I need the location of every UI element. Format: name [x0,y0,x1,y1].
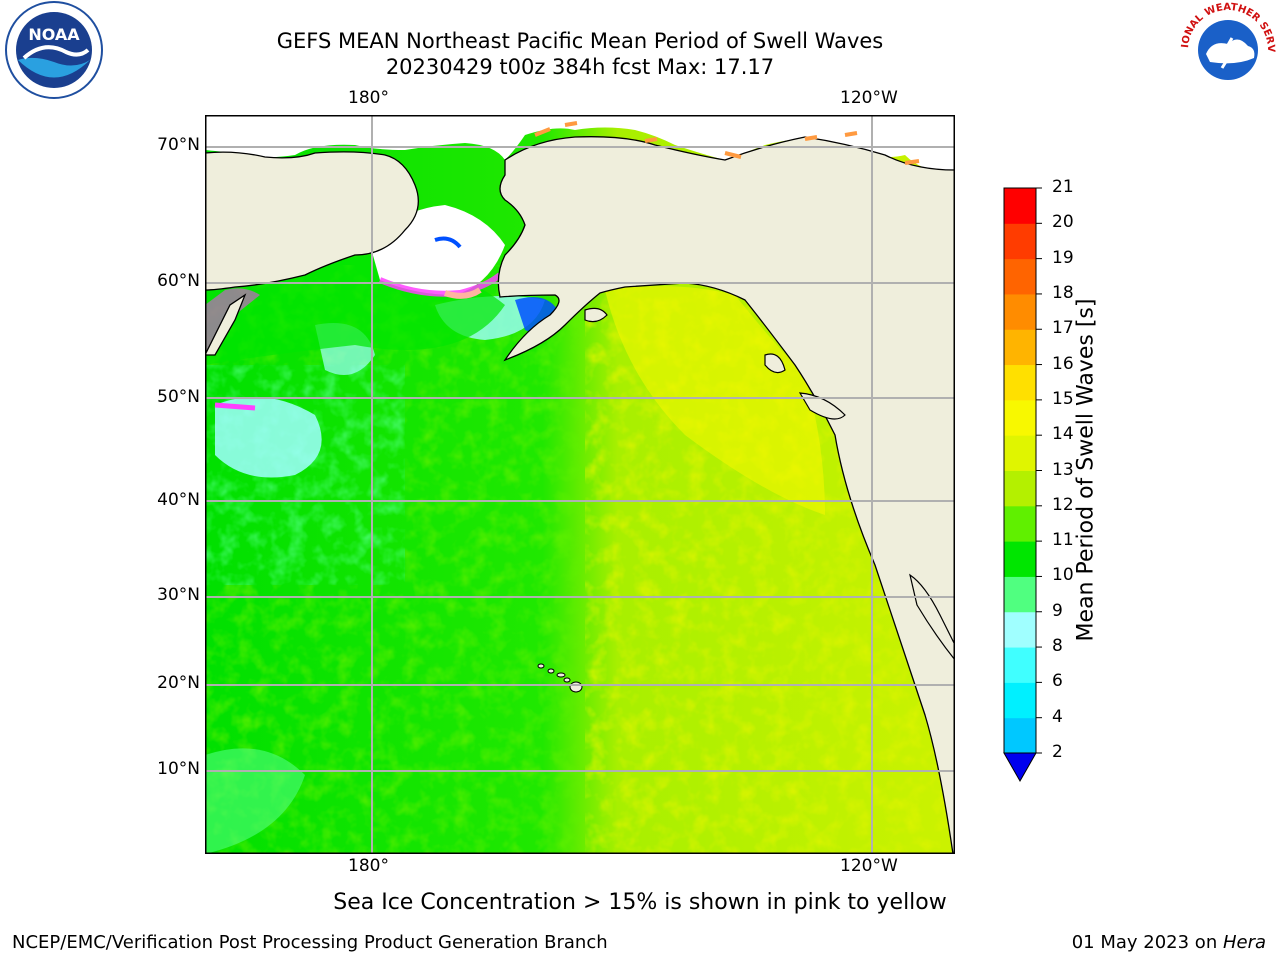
nws-logo: NATIONAL WEATHER SERVICE [1172,0,1280,100]
colorbar-segment [1004,541,1036,577]
colorbar-tick-label: 10 [1052,565,1074,586]
colorbar-tick-label: 21 [1052,177,1074,197]
colorbar-tick-label: 13 [1052,459,1074,480]
colorbar-segment [1004,188,1036,224]
colorbar-svg [1003,187,1042,783]
colorbar-tick-label: 14 [1052,424,1074,445]
lat-tick-40n: 40°N [157,490,200,510]
lat-tick-70n: 70°N [157,135,200,155]
colorbar-tick-label: 8 [1052,636,1063,657]
colorbar-tick-label: 17 [1052,318,1074,339]
colorbar-label: Mean Period of Swell Waves [s] [1073,298,1099,642]
sea-ice-note: Sea Ice Concentration > 15% is shown in … [333,890,947,915]
chart-subtitle: 20230429 t00z 384h fcst Max: 17.17 [385,55,775,79]
lat-tick-50n: 50°N [157,387,200,407]
yellow-region-east [605,286,825,515]
map-panel [203,115,956,855]
colorbar-tick-label: 9 [1052,600,1063,621]
lat-tick-10n: 10°N [157,759,200,779]
colorbar-segment [1004,223,1036,260]
chart-title: GEFS MEAN Northeast Pacific Mean Period … [276,29,884,53]
colorbar-segment [1004,576,1036,613]
colorbar-segment [1004,399,1036,436]
map-frame [205,115,955,854]
colorbar-segment [1004,682,1036,719]
colorbar-segment [1004,717,1036,754]
noaa-logo: NOAA [4,0,104,100]
colorbar-segment [1004,470,1036,507]
colorbar-segment [1004,258,1036,295]
colorbar-segment [1004,505,1036,542]
cyan-region-west [215,397,322,478]
colorbar-tick-label: 2 [1052,742,1063,762]
footer-date: 01 May 2023 on Hera [1072,932,1266,953]
map-svg [203,115,956,855]
lon-tick-bottom-120w: 120°W [840,856,898,876]
footer-date-text: 01 May 2023 on [1071,932,1223,953]
colorbar-tick-label: 6 [1052,671,1063,692]
land-kamchatka [203,293,247,356]
colorbar-tick-label: 11 [1052,530,1074,551]
footer-credit: NCEP/EMC/Verification Post Processing Pr… [12,932,608,953]
colorbar-ticks: 21 20 19 18 17 16 15 14 13 12 11 10 9 8 6 4 2 [1052,0,1092,960]
colorbar-tick-label: 20 [1052,212,1074,233]
arctic-white [205,115,955,171]
colorbar-tick-label: 12 [1052,494,1074,515]
light-green-sw [205,748,305,854]
colorbar-segment [1004,647,1036,683]
lat-tick-20n: 20°N [157,673,200,693]
colorbar-tick-label: 4 [1052,706,1063,727]
land-siberia [204,151,419,291]
colorbar-segment [1004,364,1036,401]
colorbar [1000,186,1050,786]
lon-tick-top-120w: 120°W [840,88,898,108]
lon-tick-top-180: 180° [348,88,389,108]
land-north-america [497,136,956,855]
noaa-logo-text: NOAA [28,25,80,44]
lon-tick-bottom-180: 180° [348,856,389,876]
colorbar-segment [1004,435,1036,471]
colorbar-segment [1004,329,1036,366]
lat-tick-30n: 30°N [157,585,200,605]
lat-tick-60n: 60°N [157,271,200,291]
colorbar-tick-label: 16 [1052,353,1074,374]
colorbar-tick-label: 19 [1052,247,1074,268]
colorbar-extend-arrow [1003,752,1037,783]
colorbar-tick-label: 15 [1052,388,1074,409]
map-grid [205,115,955,854]
colorbar-segment [1004,611,1036,648]
colorbar-segment [1004,293,1036,330]
footer-machine: Hera [1222,932,1266,953]
colorbar-tick-label: 18 [1052,282,1074,303]
